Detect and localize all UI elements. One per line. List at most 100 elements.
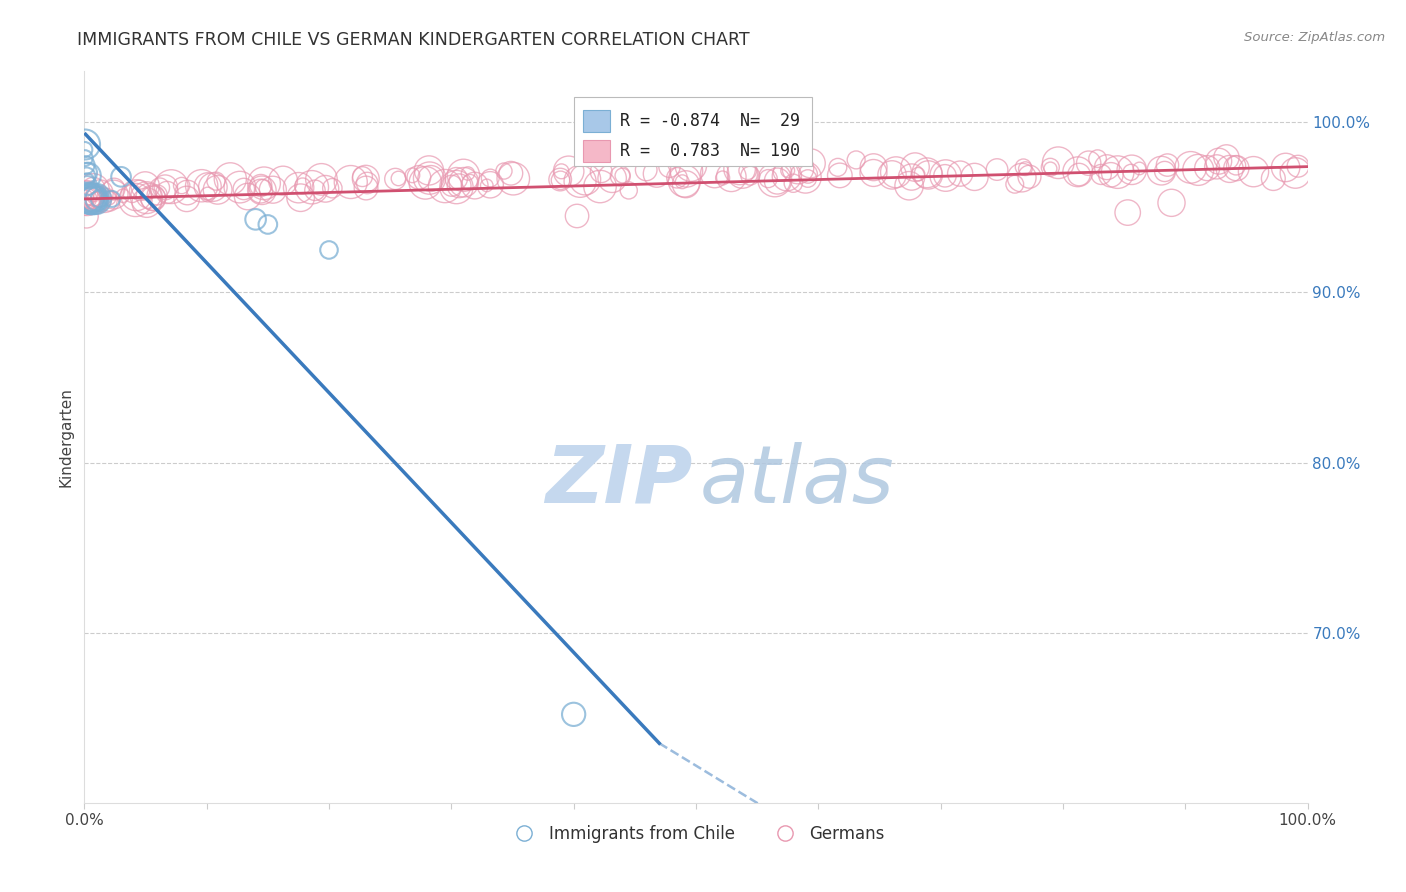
- Point: [548, 172, 571, 186]
- Point: [794, 170, 817, 185]
- Point: [197, 187, 219, 202]
- Point: [1274, 161, 1296, 175]
- Point: [562, 707, 585, 722]
- Point: [304, 183, 326, 197]
- Point: [574, 172, 596, 186]
- Point: [77, 191, 100, 205]
- Point: [1012, 160, 1035, 174]
- Point: [917, 168, 939, 182]
- Point: [737, 163, 759, 178]
- Point: [1039, 161, 1062, 175]
- Point: [170, 178, 193, 193]
- Text: IMMIGRANTS FROM CHILE VS GERMAN KINDERGARTEN CORRELATION CHART: IMMIGRANTS FROM CHILE VS GERMAN KINDERGA…: [77, 31, 749, 49]
- Point: [75, 158, 97, 172]
- Point: [160, 179, 183, 194]
- Point: [898, 178, 921, 193]
- Point: [1067, 165, 1090, 179]
- Point: [1263, 171, 1285, 186]
- Point: [418, 163, 440, 178]
- Point: [673, 174, 696, 188]
- Point: [675, 164, 697, 178]
- Point: [797, 171, 820, 186]
- Point: [827, 161, 849, 175]
- Point: [1067, 168, 1090, 182]
- Point: [205, 174, 228, 188]
- Point: [384, 172, 406, 186]
- Point: [73, 137, 96, 152]
- Point: [671, 175, 693, 189]
- Point: [499, 166, 522, 180]
- Point: [900, 169, 922, 184]
- Point: [257, 218, 280, 232]
- Point: [963, 169, 986, 184]
- Point: [73, 143, 96, 157]
- Point: [76, 166, 98, 180]
- Point: [253, 177, 276, 191]
- Point: [176, 186, 198, 200]
- Point: [419, 171, 441, 186]
- Point: [679, 159, 702, 173]
- Point: [612, 169, 634, 183]
- Point: [124, 193, 146, 207]
- Point: [665, 170, 688, 185]
- Point: [419, 171, 441, 186]
- Point: [111, 188, 134, 202]
- Point: [287, 180, 309, 194]
- Point: [153, 180, 176, 194]
- Point: [135, 191, 157, 205]
- Point: [101, 192, 124, 206]
- Point: [271, 173, 294, 187]
- Point: [915, 166, 938, 180]
- Point: [1225, 161, 1247, 175]
- Point: [128, 183, 150, 197]
- Point: [75, 209, 97, 223]
- Point: [609, 169, 631, 183]
- Point: [80, 192, 103, 206]
- Point: [232, 182, 254, 196]
- Point: [728, 161, 751, 176]
- Point: [800, 156, 823, 170]
- Point: [86, 195, 108, 210]
- Point: [440, 178, 463, 193]
- Point: [907, 167, 929, 181]
- Point: [250, 183, 273, 197]
- Point: [110, 169, 132, 184]
- Point: [569, 174, 592, 188]
- Point: [1150, 163, 1173, 178]
- Point: [1116, 205, 1139, 219]
- Point: [1047, 155, 1070, 169]
- Point: [77, 192, 100, 206]
- Point: [1107, 165, 1129, 179]
- Point: [766, 174, 789, 188]
- Point: [249, 178, 271, 193]
- Point: [502, 171, 524, 186]
- Point: [1153, 164, 1175, 178]
- Point: [76, 188, 98, 202]
- Point: [1243, 164, 1265, 178]
- Point: [73, 199, 96, 213]
- Point: [1121, 162, 1143, 177]
- Text: R = -0.874  N=  29: R = -0.874 N= 29: [620, 112, 800, 130]
- Point: [318, 243, 340, 257]
- Point: [986, 162, 1008, 177]
- Point: [1119, 165, 1142, 179]
- Point: [207, 183, 229, 197]
- Point: [249, 184, 271, 198]
- Point: [763, 173, 786, 187]
- Point: [73, 151, 96, 165]
- Point: [138, 189, 160, 203]
- Point: [262, 183, 284, 197]
- Point: [1014, 161, 1036, 176]
- Point: [453, 169, 475, 183]
- Point: [252, 180, 274, 194]
- Point: [1197, 161, 1219, 175]
- Y-axis label: Kindergarten: Kindergarten: [58, 387, 73, 487]
- Bar: [583, 111, 610, 132]
- Point: [935, 169, 957, 183]
- Point: [401, 169, 423, 183]
- Point: [103, 187, 125, 202]
- Point: [146, 188, 169, 202]
- Point: [229, 180, 252, 194]
- Point: [658, 160, 681, 174]
- Point: [76, 192, 98, 206]
